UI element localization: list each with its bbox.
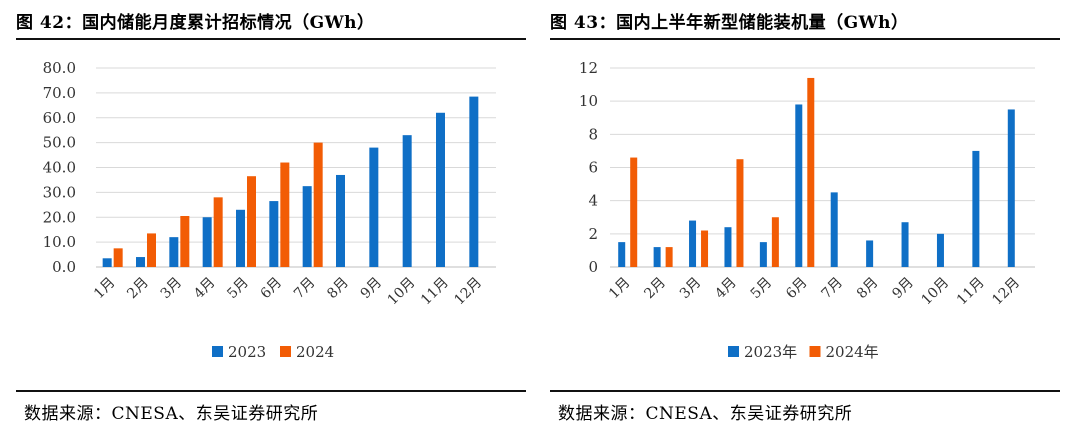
y-tick-label: 0 bbox=[588, 258, 598, 276]
x-tick-label: 12月 bbox=[989, 275, 1023, 309]
x-tick-label: 7月 bbox=[819, 275, 847, 303]
y-tick-label: 20.0 bbox=[43, 208, 76, 226]
bar-2023年 bbox=[866, 240, 874, 267]
data-source: 数据来源：CNESA、东吴证券研究所 bbox=[24, 404, 319, 424]
chart-panel-left: 图 42：国内储能月度累计招标情况（GWh） 0.0 10.0 20.0 30.0 40… bbox=[16, 0, 526, 436]
x-tick-label: 11月 bbox=[418, 275, 452, 309]
bar-2024年 bbox=[665, 247, 673, 267]
bar-2024 bbox=[247, 176, 256, 267]
bar-2024年 bbox=[807, 77, 815, 267]
figure-title: 图 42：国内储能月度累计招标情况（GWh） bbox=[16, 13, 375, 33]
bar-2023 bbox=[202, 217, 212, 267]
bar-2024年 bbox=[771, 217, 779, 267]
bar-2023 bbox=[302, 186, 312, 267]
x-tick-label: 2月 bbox=[124, 275, 152, 303]
x-tick-label: 6月 bbox=[258, 275, 286, 303]
x-tick-label: 6月 bbox=[783, 275, 811, 303]
bar-2024 bbox=[313, 142, 323, 267]
bar-2023 bbox=[236, 209, 245, 267]
legend-label: 2024 bbox=[296, 343, 334, 361]
data-source: 数据来源：CNESA、东吴证券研究所 bbox=[558, 404, 853, 424]
bar-2024年 bbox=[736, 159, 744, 267]
bar-2023 bbox=[169, 237, 179, 267]
source-rule bbox=[16, 390, 526, 392]
bar-2023 bbox=[102, 258, 112, 267]
y-tick-label: 12 bbox=[579, 59, 598, 77]
bar-2023 bbox=[269, 201, 279, 267]
y-tick-label: 6 bbox=[588, 159, 598, 177]
legend-swatch bbox=[212, 346, 223, 357]
x-tick-label: 5月 bbox=[224, 275, 252, 303]
x-tick-label: 8月 bbox=[324, 275, 352, 303]
bar-2023年 bbox=[689, 220, 697, 267]
bar-2023年 bbox=[1007, 109, 1015, 267]
x-tick-label: 1月 bbox=[606, 275, 634, 303]
bar-2023年 bbox=[936, 233, 944, 267]
chart-panel-right: 图 43：国内上半年新型储能装机量（GWh） 0 2 4 6 8 10 12 1月 2月 3月 4月… bbox=[550, 0, 1060, 436]
bar-2024 bbox=[213, 197, 223, 267]
figure-title: 图 43：国内上半年新型储能装机量（GWh） bbox=[550, 13, 909, 33]
bar-2023 bbox=[402, 135, 412, 267]
legend-swatch bbox=[728, 346, 739, 357]
x-tick-label: 8月 bbox=[854, 275, 882, 303]
legend-label: 2023年 bbox=[744, 343, 797, 361]
bar-2023年 bbox=[830, 192, 838, 267]
bar-2024 bbox=[180, 216, 190, 267]
x-tick-label: 10月 bbox=[385, 275, 419, 309]
bar-2023 bbox=[336, 174, 345, 267]
x-tick-label: 5月 bbox=[748, 275, 776, 303]
bar-2023 bbox=[436, 112, 445, 268]
bar-2023 bbox=[369, 147, 379, 267]
bar-2023年 bbox=[901, 222, 909, 267]
bar-2024年 bbox=[701, 230, 709, 267]
source-rule bbox=[550, 390, 1060, 392]
bar-2023年 bbox=[653, 247, 661, 267]
bar-2023年 bbox=[759, 242, 767, 267]
title-rule bbox=[550, 38, 1060, 40]
x-tick-label: 12月 bbox=[451, 275, 485, 309]
x-tick-label: 3月 bbox=[677, 275, 705, 303]
bar-2024 bbox=[280, 162, 290, 267]
bar-2023年 bbox=[618, 242, 626, 267]
y-tick-label: 80.0 bbox=[43, 59, 76, 77]
x-tick-label: 4月 bbox=[191, 275, 219, 303]
y-tick-label: 50.0 bbox=[43, 134, 76, 152]
x-tick-label: 9月 bbox=[889, 275, 917, 303]
y-tick-label: 8 bbox=[588, 125, 598, 143]
x-tick-label: 1月 bbox=[91, 275, 119, 303]
y-tick-label: 4 bbox=[588, 192, 598, 210]
y-tick-label: 40.0 bbox=[43, 159, 76, 177]
y-tick-label: 60.0 bbox=[43, 109, 76, 127]
bar-2023 bbox=[136, 257, 145, 267]
bar-2024 bbox=[147, 233, 156, 267]
bar-2024年 bbox=[630, 157, 638, 267]
x-tick-label: 2月 bbox=[641, 275, 669, 303]
legend-label: 2023 bbox=[228, 343, 266, 361]
x-tick-label: 11月 bbox=[954, 275, 988, 309]
title-rule bbox=[16, 38, 526, 40]
bar-2023年 bbox=[724, 227, 732, 267]
x-tick-label: 3月 bbox=[158, 275, 186, 303]
y-tick-label: 2 bbox=[588, 225, 598, 243]
y-tick-label: 30.0 bbox=[43, 183, 76, 201]
y-tick-label: 0.0 bbox=[52, 258, 76, 276]
x-tick-label: 4月 bbox=[712, 275, 740, 303]
y-tick-label: 10 bbox=[579, 92, 598, 110]
bar-2024 bbox=[113, 248, 123, 267]
x-tick-label: 10月 bbox=[918, 275, 952, 309]
new-storage-installation-chart: 0 2 4 6 8 10 12 1月 2月 3月 4月 5月 6月 7月 8月 9月 10月 11月 12月 2023… bbox=[579, 59, 1035, 361]
y-tick-label: 70.0 bbox=[43, 84, 76, 102]
x-tick-label: 9月 bbox=[358, 275, 386, 303]
legend-swatch bbox=[280, 346, 291, 357]
y-tick-label: 10.0 bbox=[43, 233, 76, 251]
bar-2023年 bbox=[795, 104, 803, 267]
x-tick-label: 7月 bbox=[291, 275, 319, 303]
legend-label: 2024年 bbox=[826, 343, 879, 361]
bar-2023年 bbox=[972, 150, 980, 267]
cumulative-tender-chart: 0.0 10.0 20.0 30.0 40.0 50.0 60.0 70.0 80.0 1月 2月 3… bbox=[43, 59, 496, 361]
legend-swatch bbox=[809, 346, 821, 357]
bar-2023 bbox=[469, 96, 479, 267]
